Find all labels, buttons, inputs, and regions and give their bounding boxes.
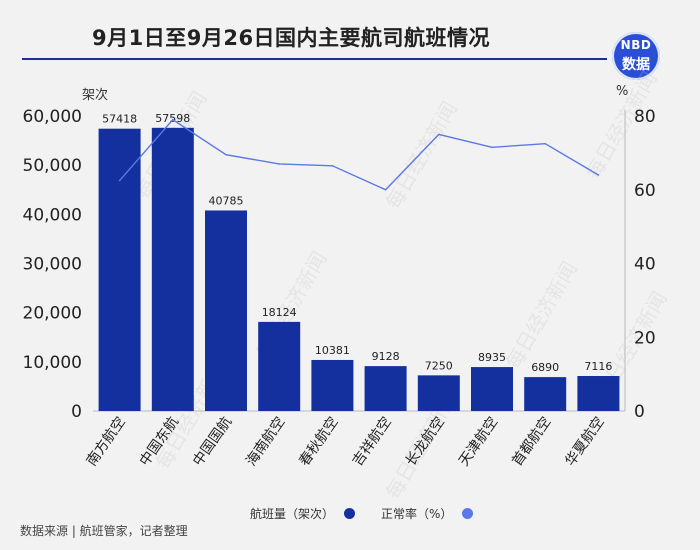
- category-label: 长龙航空: [403, 414, 448, 469]
- ontime-rate-line: [119, 118, 599, 191]
- category-label: 首都航空: [509, 414, 554, 469]
- legend-item-ontime: 正常率（%）: [381, 505, 474, 522]
- legend-item-flights: 航班量（架次）: [250, 505, 356, 522]
- ontime-rate-point: [491, 146, 493, 149]
- logo-text-nbd: NBD: [620, 38, 652, 52]
- ontime-rate-point: [544, 142, 546, 145]
- left-tick-label: 50,000: [23, 156, 82, 176]
- bar: [417, 375, 460, 411]
- title-underline: [22, 58, 607, 60]
- bar-data-label: 57418: [102, 113, 137, 126]
- nbd-logo: NBD 数据: [612, 32, 660, 80]
- data-source: 数据来源 | 航班管家，记者整理: [20, 524, 188, 538]
- legend-swatch-ontime: [462, 508, 474, 519]
- ontime-rate-point: [438, 133, 440, 136]
- left-tick-label: 20,000: [23, 304, 82, 324]
- ontime-rate-point: [225, 153, 227, 156]
- ontime-rate-point: [384, 188, 387, 191]
- bar: [471, 367, 513, 411]
- bar-data-label: 6890: [531, 361, 559, 374]
- left-tick-label: 30,000: [23, 255, 82, 275]
- category-label: 华夏航空: [562, 414, 607, 469]
- bar-data-label: 18124: [262, 306, 297, 319]
- bar-data-label: 57598: [155, 112, 190, 125]
- bar: [311, 359, 354, 411]
- right-tick-label: 20: [634, 328, 656, 348]
- bar: [258, 321, 301, 411]
- ontime-rate-point: [118, 179, 121, 182]
- category-label: 南方航空: [84, 414, 129, 469]
- bar: [364, 366, 407, 411]
- legend-label-ontime: 正常率（%）: [381, 507, 453, 521]
- chart-title: 9月1日至9月26日国内主要航司航班情况: [92, 26, 491, 50]
- ontime-rate-point: [597, 174, 600, 176]
- bar-data-label: 8935: [478, 351, 506, 364]
- bar-data-label: 10381: [315, 344, 350, 357]
- bar: [98, 128, 141, 412]
- legend-swatch-flights: [344, 508, 356, 519]
- ontime-rate-point: [172, 118, 174, 121]
- bar: [205, 210, 247, 411]
- right-tick-label: 0: [634, 402, 645, 422]
- bar-data-label: 7116: [584, 360, 612, 373]
- right-tick-label: 60: [634, 181, 656, 201]
- bar-data-label: 9128: [372, 350, 400, 363]
- logo-text-data: 数据: [622, 57, 650, 73]
- left-axis-unit: 架次: [82, 88, 109, 103]
- right-axis-unit: %: [616, 84, 629, 99]
- category-label: 海南航空: [243, 414, 288, 469]
- bar-data-label: 7250: [425, 359, 453, 372]
- category-label: 吉祥航空: [350, 414, 395, 469]
- left-tick-label: 40,000: [23, 205, 82, 225]
- category-label: 中国国航: [190, 414, 235, 469]
- right-tick-label: 80: [634, 107, 656, 127]
- ontime-rate-point: [331, 164, 334, 167]
- legend: 航班量（架次） 正常率（%）: [250, 505, 491, 522]
- category-label: 天津航空: [456, 414, 501, 469]
- left-tick-label: 10,000: [23, 353, 82, 373]
- category-label: 春秋航空: [296, 414, 341, 469]
- bar: [577, 376, 620, 411]
- legend-label-flights: 航班量（架次）: [250, 507, 335, 521]
- ontime-rate-point: [278, 163, 281, 165]
- left-tick-label: 0: [71, 402, 82, 422]
- bar: [524, 377, 567, 411]
- bar: [151, 127, 194, 412]
- right-tick-label: 40: [634, 255, 656, 275]
- bar-data-label: 40785: [209, 194, 244, 207]
- category-label: 中国东航: [137, 414, 182, 469]
- left-tick-label: 60,000: [23, 107, 82, 127]
